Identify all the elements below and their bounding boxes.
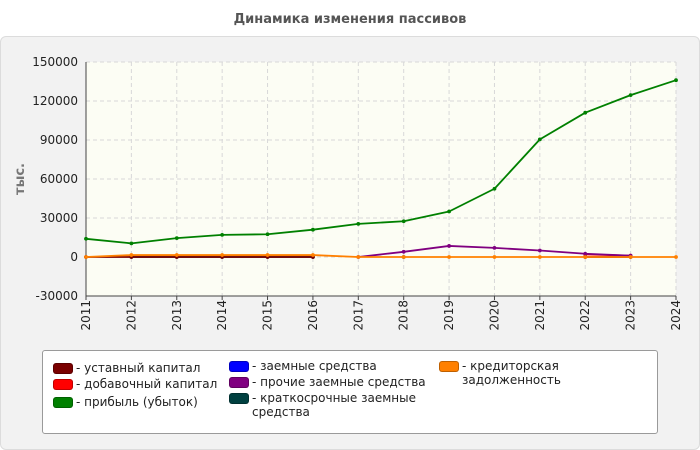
legend-swatch xyxy=(439,361,459,372)
data-point-6[interactable] xyxy=(583,255,588,259)
legend-label: - прибыль (убыток) xyxy=(76,395,198,409)
legend-label: - уставный капитал xyxy=(76,361,201,375)
data-point-4[interactable] xyxy=(401,249,406,254)
data-point-2[interactable] xyxy=(265,232,270,237)
series-line-2 xyxy=(85,79,677,245)
data-point-4[interactable] xyxy=(492,246,497,250)
data-point-2[interactable] xyxy=(447,209,451,214)
legend-label: - заемные средства xyxy=(252,359,377,373)
legend-item-kratkosrochnye[interactable]: - краткосрочные заемные средства xyxy=(229,391,429,419)
data-point-6[interactable] xyxy=(401,255,406,259)
x-tick-label: 2016 xyxy=(306,300,320,331)
data-point-4[interactable] xyxy=(583,251,588,256)
data-point-2[interactable] xyxy=(674,78,678,83)
data-point-6[interactable] xyxy=(492,255,497,259)
x-tick-label: 2017 xyxy=(351,300,365,331)
data-point-2[interactable] xyxy=(129,241,134,246)
legend-swatch xyxy=(229,377,249,388)
legend-swatch xyxy=(53,397,73,408)
legend-item-kreditorskaya[interactable]: - кредиторская задолженность xyxy=(439,359,657,387)
y-tick-label: -30000 xyxy=(35,289,78,303)
x-tick-label: 2012 xyxy=(124,300,138,331)
data-point-2[interactable] xyxy=(628,93,633,98)
legend-swatch xyxy=(53,379,73,390)
data-point-6[interactable] xyxy=(84,255,88,259)
x-tick-label: 2020 xyxy=(487,300,501,331)
legend-swatch xyxy=(229,393,249,404)
data-point-4[interactable] xyxy=(447,244,451,248)
x-tick-label: 2019 xyxy=(442,300,456,331)
x-tick-label: 2013 xyxy=(170,300,184,331)
data-point-2[interactable] xyxy=(583,110,588,115)
legend: - уставный капитал - добавочный капитал … xyxy=(42,350,658,434)
data-point-6[interactable] xyxy=(447,255,451,259)
series-line-6 xyxy=(85,254,676,258)
legend-item-prochie-zaemnye[interactable]: - прочие заемные средства xyxy=(229,375,426,389)
legend-item-pribyl[interactable]: - прибыль (убыток) xyxy=(53,395,198,409)
y-tick-label: 30000 xyxy=(40,211,78,225)
x-tick-label: 2014 xyxy=(215,300,229,331)
y-tick-label: 60000 xyxy=(40,172,78,186)
x-tick-label: 2022 xyxy=(578,300,592,331)
legend-item-dobavochnyi-kapital[interactable]: - добавочный капитал xyxy=(53,377,217,391)
data-point-6[interactable] xyxy=(265,253,270,257)
data-point-2[interactable] xyxy=(84,236,88,241)
y-tick-label: 150000 xyxy=(32,55,78,69)
x-tick-label: 2015 xyxy=(261,300,275,331)
x-tick-label: 2018 xyxy=(397,300,411,331)
data-point-2[interactable] xyxy=(174,236,179,241)
data-point-2[interactable] xyxy=(492,186,497,191)
y-tick-label: 90000 xyxy=(40,133,78,147)
x-tick-label: 2024 xyxy=(669,300,683,331)
data-point-2[interactable] xyxy=(311,227,315,232)
legend-swatch xyxy=(53,363,73,374)
x-tick-label: 2011 xyxy=(79,300,93,331)
data-point-6[interactable] xyxy=(311,253,315,257)
y-tick-label: 0 xyxy=(70,250,78,264)
data-point-6[interactable] xyxy=(356,255,361,259)
data-point-2[interactable] xyxy=(401,219,406,224)
legend-label: - прочие заемные средства xyxy=(252,375,426,389)
legend-label: - добавочный капитал xyxy=(76,377,218,391)
y-tick-label: 120000 xyxy=(32,94,78,108)
data-point-6[interactable] xyxy=(129,253,134,257)
data-point-6[interactable] xyxy=(537,255,542,259)
legend-item-ustavnyi-kapital[interactable]: - уставный капитал xyxy=(53,361,200,375)
data-point-6[interactable] xyxy=(174,253,179,257)
data-point-2[interactable] xyxy=(220,233,225,237)
chart-title: Динамика изменения пассивов xyxy=(233,12,467,27)
data-point-6[interactable] xyxy=(628,255,633,259)
data-point-2[interactable] xyxy=(356,221,361,226)
data-point-2[interactable] xyxy=(537,137,542,142)
y-axis-label: тыс. xyxy=(13,163,28,195)
data-point-6[interactable] xyxy=(674,255,678,259)
x-tick-label: 2023 xyxy=(624,300,638,331)
x-tick-label: 2021 xyxy=(533,300,547,331)
legend-item-zaemnye-sredstva[interactable]: - заемные средства xyxy=(229,359,377,373)
legend-label: - краткосрочные заемные средства xyxy=(252,391,416,419)
legend-label: - кредиторская задолженность xyxy=(462,359,561,387)
legend-swatch xyxy=(229,361,249,372)
data-point-4[interactable] xyxy=(537,248,542,253)
data-point-6[interactable] xyxy=(220,253,225,257)
